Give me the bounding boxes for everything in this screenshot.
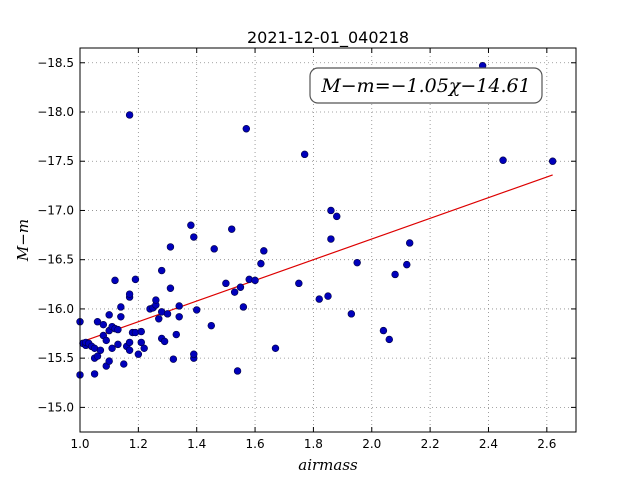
data-point	[114, 340, 122, 349]
data-point	[96, 346, 105, 354]
x-tick-label: 1.0	[70, 437, 89, 451]
data-point	[236, 283, 245, 291]
y-tick-label: −15.5	[37, 351, 74, 365]
data-point	[160, 337, 169, 346]
data-point	[233, 367, 242, 375]
data-point	[137, 338, 145, 347]
data-point	[210, 245, 218, 253]
data-point	[251, 276, 259, 285]
data-point	[333, 212, 341, 221]
data-point	[105, 311, 113, 319]
x-tick-label: 1.8	[304, 437, 323, 451]
data-point	[117, 313, 125, 321]
data-point	[125, 111, 134, 119]
x-tick-label: 2.4	[479, 437, 498, 451]
data-point	[166, 243, 175, 251]
data-point	[114, 325, 122, 334]
grid	[79, 48, 576, 432]
fit-equation: M−m=−1.05χ−14.61	[320, 75, 530, 97]
y-tick-label: −16.0	[37, 302, 74, 316]
data-point	[134, 350, 143, 358]
data-point	[391, 270, 399, 279]
y-tick-label: −18.5	[37, 56, 74, 70]
x-tick-label: 1.4	[187, 437, 206, 451]
data-point	[499, 156, 507, 164]
data-point	[102, 336, 110, 345]
data-point	[230, 288, 239, 296]
data-point	[105, 357, 113, 365]
axis-ticks: 1.0 1.2 1.4 1.6 1.8 2.0 2.2 2.4 2.6 −15.0 −15.5 −16…	[37, 48, 576, 451]
data-point	[187, 221, 195, 229]
data-point	[169, 355, 178, 363]
x-tick-label: 1.2	[129, 437, 148, 451]
data-point	[152, 296, 160, 304]
x-tick-label: 2.6	[537, 437, 556, 451]
equation-box-frame	[309, 67, 543, 104]
x-tick-label: 2.2	[421, 437, 440, 451]
data-point	[190, 350, 198, 358]
data-point	[405, 239, 414, 247]
data-point	[140, 344, 148, 353]
data-point	[257, 259, 265, 268]
data-point	[353, 258, 361, 267]
data-point	[93, 318, 102, 326]
data-point	[111, 276, 119, 285]
data-point	[324, 292, 332, 300]
y-tick-label: −17.5	[37, 154, 74, 168]
data-point	[137, 327, 145, 336]
data-point	[163, 310, 172, 318]
fit-equation-box: M−m=−1.05χ−14.61	[309, 67, 543, 104]
x-axis-label: airmass	[298, 456, 358, 474]
data-point	[403, 260, 411, 269]
data-point	[379, 326, 388, 335]
data-point	[260, 247, 268, 255]
data-point	[90, 370, 99, 378]
data-point	[271, 344, 280, 353]
data-point	[175, 302, 183, 310]
data-point	[108, 344, 116, 353]
fit-line	[79, 174, 553, 343]
data-point	[242, 125, 251, 133]
data-point	[222, 279, 230, 288]
data-point	[548, 157, 557, 165]
data-point	[131, 275, 140, 284]
data-point	[157, 266, 166, 275]
data-point	[155, 315, 163, 323]
data-point	[117, 303, 125, 311]
data-point	[295, 279, 303, 288]
data-point	[228, 225, 236, 233]
y-axis-label: M−m	[14, 219, 32, 262]
fit-line-group	[79, 174, 553, 343]
chart-title: 2021-12-01_040218	[247, 28, 409, 48]
data-point	[125, 290, 134, 298]
data-point	[300, 150, 309, 159]
plot-frame	[79, 47, 577, 433]
data-point	[120, 360, 128, 368]
x-tick-label: 2.0	[362, 437, 381, 451]
data-point	[315, 295, 323, 303]
y-tick-label: −17.0	[37, 203, 74, 217]
y-tick-label: −16.5	[37, 253, 74, 267]
data-point	[327, 206, 335, 215]
data-point	[347, 310, 356, 318]
data-point	[175, 313, 183, 321]
data-point	[99, 320, 108, 329]
data-point	[193, 306, 201, 314]
data-points	[76, 62, 557, 379]
data-point	[239, 303, 248, 311]
data-point	[172, 330, 180, 339]
data-point	[207, 321, 215, 330]
data-point	[166, 284, 175, 292]
data-point	[385, 335, 393, 344]
data-point	[327, 235, 335, 243]
data-point	[125, 338, 134, 347]
y-tick-label: −15.0	[37, 400, 74, 414]
data-point	[190, 233, 198, 241]
x-tick-label: 1.6	[246, 437, 265, 451]
data-point	[125, 346, 134, 354]
y-tick-label: −18.0	[37, 105, 74, 119]
data-point	[93, 352, 102, 360]
